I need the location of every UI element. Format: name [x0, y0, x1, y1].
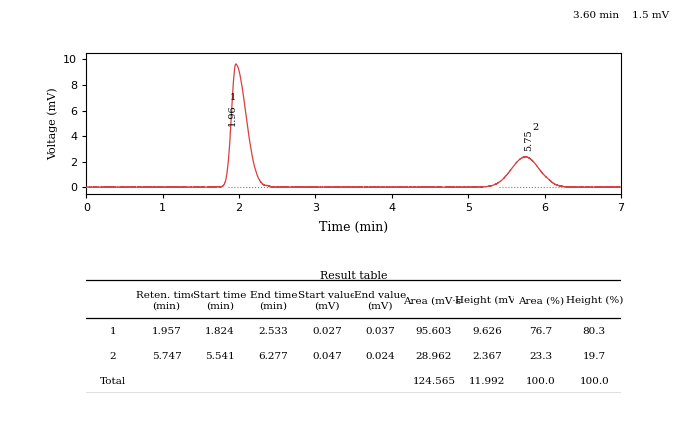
Text: Result table: Result table	[320, 271, 387, 281]
Text: 3.60 min    1.5 mV: 3.60 min 1.5 mV	[573, 11, 669, 20]
Text: 1.96: 1.96	[228, 104, 237, 126]
Text: 2: 2	[532, 123, 538, 132]
Y-axis label: Voltage (mV): Voltage (mV)	[47, 87, 58, 160]
X-axis label: Time (min): Time (min)	[319, 221, 388, 234]
Text: 1: 1	[230, 93, 236, 102]
Text: 5.75: 5.75	[524, 130, 533, 151]
